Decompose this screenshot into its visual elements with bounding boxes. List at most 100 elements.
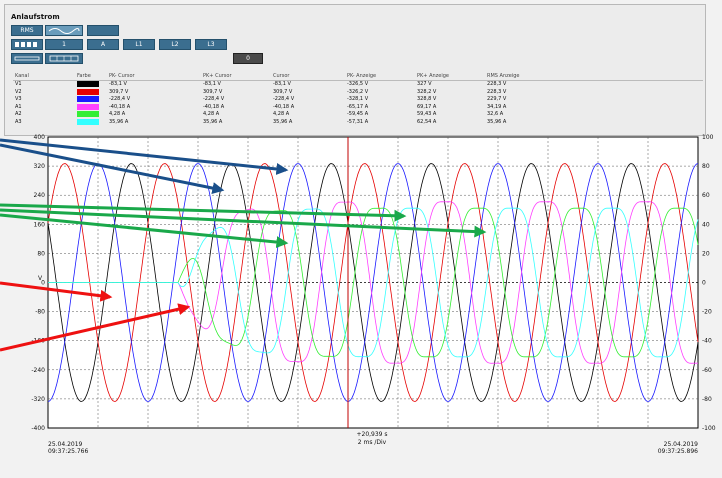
col-pk-plus-anzeige: PK+ Anzeige <box>415 72 485 81</box>
zero-arrow-2 <box>0 303 191 352</box>
cell-pk-minus-cursor: -40,18 A <box>109 103 131 110</box>
l2-button[interactable]: L2 <box>159 39 191 50</box>
l1-button[interactable]: L1 <box>123 39 155 50</box>
cell-pk-plus-cursor: 4,28 A <box>203 111 220 118</box>
color-swatch <box>77 96 99 102</box>
toolbar-button-3[interactable] <box>87 25 119 36</box>
color-swatch <box>77 111 99 117</box>
series-a3 <box>48 207 699 358</box>
y-tick-left: 160 <box>34 221 46 228</box>
table-header-row: Kanal Farbe PK- Cursor PK+ Cursor Cursor… <box>13 72 703 81</box>
x-start-time: 09:37:25.766 <box>48 448 88 455</box>
y-tick-right: 80 <box>702 163 710 170</box>
cell-pk-plus-cursor: -228,4 V <box>203 96 225 103</box>
cell-pk-minus-cursor: -83,1 V <box>109 81 127 88</box>
zero-button[interactable]: 0 <box>233 53 263 64</box>
waveform-icon <box>48 28 80 34</box>
cell-kanal: V3 <box>15 96 22 103</box>
segment-icon <box>49 55 79 62</box>
scale-button-2[interactable] <box>45 53 83 64</box>
cell-pk-minus-anzeige: -59,45 A <box>347 111 369 118</box>
current-arrow-2 <box>0 208 487 238</box>
y-tick-right: -60 <box>702 367 712 374</box>
color-swatch-cell <box>75 118 107 127</box>
y-tick-right: -40 <box>702 338 712 345</box>
y-tick-left: 320 <box>34 163 46 170</box>
cell-kanal: A3 <box>15 118 22 125</box>
color-swatch <box>77 118 99 125</box>
y-tick-left: -80 <box>35 309 45 316</box>
y-tick-right: 20 <box>702 250 710 257</box>
y-tick-left: 400 <box>34 134 46 141</box>
current-arrow-1 <box>0 203 407 222</box>
cell-pk-minus-anzeige: -328,1 V <box>347 96 369 103</box>
col-farbe: Farbe <box>75 72 107 81</box>
channel-grid-icon <box>15 42 37 47</box>
cell-pk-plus-anzeige: 328,2 V <box>417 88 437 95</box>
cell-rms-anzeige: 228,3 V <box>487 88 507 95</box>
cell-rms-anzeige: 34,19 A <box>487 103 507 110</box>
y-tick-right: 0 <box>702 280 706 287</box>
color-swatch-cell <box>75 111 107 119</box>
cell-pk-plus-cursor: 35,96 A <box>203 118 223 125</box>
cell-pk-plus-anzeige: 59,43 A <box>417 111 437 118</box>
voltage-peak-arrow-2 <box>0 143 225 194</box>
color-swatch <box>77 88 99 95</box>
cell-pk-minus-cursor: 35,96 A <box>109 118 129 125</box>
cell-cursor: 4,28 A <box>273 111 290 118</box>
cell-pk-plus-anzeige: 328,8 V <box>417 96 437 103</box>
y-tick-left: -400 <box>31 425 45 432</box>
cell-kanal: V2 <box>15 88 22 95</box>
cell-pk-plus-anzeige: 62,54 A <box>417 118 437 125</box>
current-arrow-3 <box>0 213 289 249</box>
cell-pk-minus-anzeige: -326,5 V <box>347 81 369 88</box>
cell-rms-anzeige: 32,6 A <box>487 111 504 118</box>
phase-1-button[interactable]: 1 <box>45 39 83 50</box>
control-panel: Anlaufstrom RMS 1 A L1 L2 L3 0 <box>4 4 706 136</box>
division-label: 2 ms /Div <box>358 439 387 446</box>
color-swatch-cell <box>75 88 107 97</box>
cell-kanal: V1 <box>15 81 22 88</box>
channel-select-button[interactable] <box>11 39 43 50</box>
cell-pk-plus-cursor: -83,1 V <box>203 81 221 88</box>
waveform-button[interactable] <box>45 25 83 36</box>
cell-kanal: A1 <box>15 103 22 110</box>
y-tick-right: -100 <box>702 425 716 432</box>
cell-rms-anzeige: 35,96 A <box>487 118 507 125</box>
y-tick-right: -80 <box>702 396 712 403</box>
y-tick-right: 100 <box>702 134 714 141</box>
table-row: A1 -40,18 A -40,18 A -40,18 A -65,17 A 69,17 … <box>13 103 703 112</box>
scale-button-1[interactable] <box>11 53 43 64</box>
cursor-time-label: +20,939 s <box>356 431 387 438</box>
x-end-time: 09:37:25.896 <box>658 448 698 455</box>
cell-pk-plus-anzeige: 69,17 A <box>417 103 437 110</box>
rms-button[interactable]: RMS <box>11 25 43 36</box>
color-swatch <box>77 81 99 87</box>
cell-pk-minus-anzeige: -57,31 A <box>347 118 369 125</box>
y-tick-left: 0 <box>41 280 45 287</box>
current-button[interactable]: A <box>87 39 119 50</box>
color-swatch-cell <box>75 81 107 89</box>
window-title: Anlaufstrom <box>11 13 60 21</box>
cell-pk-minus-cursor: 309,7 V <box>109 88 129 95</box>
y-tick-left: -240 <box>31 367 45 374</box>
annotation-arrows <box>0 138 487 352</box>
x-end-date: 25.04.2019 <box>664 441 699 448</box>
l3-button[interactable]: L3 <box>195 39 227 50</box>
series-v3 <box>47 163 699 402</box>
table-row: V3 -228,4 V -228,4 V -228,4 V -328,1 V 328,8 … <box>13 96 703 104</box>
cell-cursor: -228,4 V <box>273 96 295 103</box>
col-rms-anzeige: RMS Anzeige <box>485 72 703 81</box>
cell-pk-plus-anzeige: 327 V <box>417 81 432 88</box>
y-axis-label: V <box>38 275 43 282</box>
cell-pk-minus-anzeige: -65,17 A <box>347 103 369 110</box>
color-swatch-cell <box>75 96 107 104</box>
voltage-peak-arrow-1 <box>0 138 289 175</box>
cell-cursor: -83,1 V <box>273 81 291 88</box>
cell-rms-anzeige: 229,7 V <box>487 96 507 103</box>
y-tick-left: -320 <box>31 396 45 403</box>
table-row: V2 309,7 V 309,7 V 309,7 V -326,2 V 328,2 V 22… <box>13 88 703 97</box>
table-row: A2 4,28 A 4,28 A 4,28 A -59,45 A 59,43 A 32,6 … <box>13 111 703 119</box>
series-v2 <box>47 163 699 402</box>
